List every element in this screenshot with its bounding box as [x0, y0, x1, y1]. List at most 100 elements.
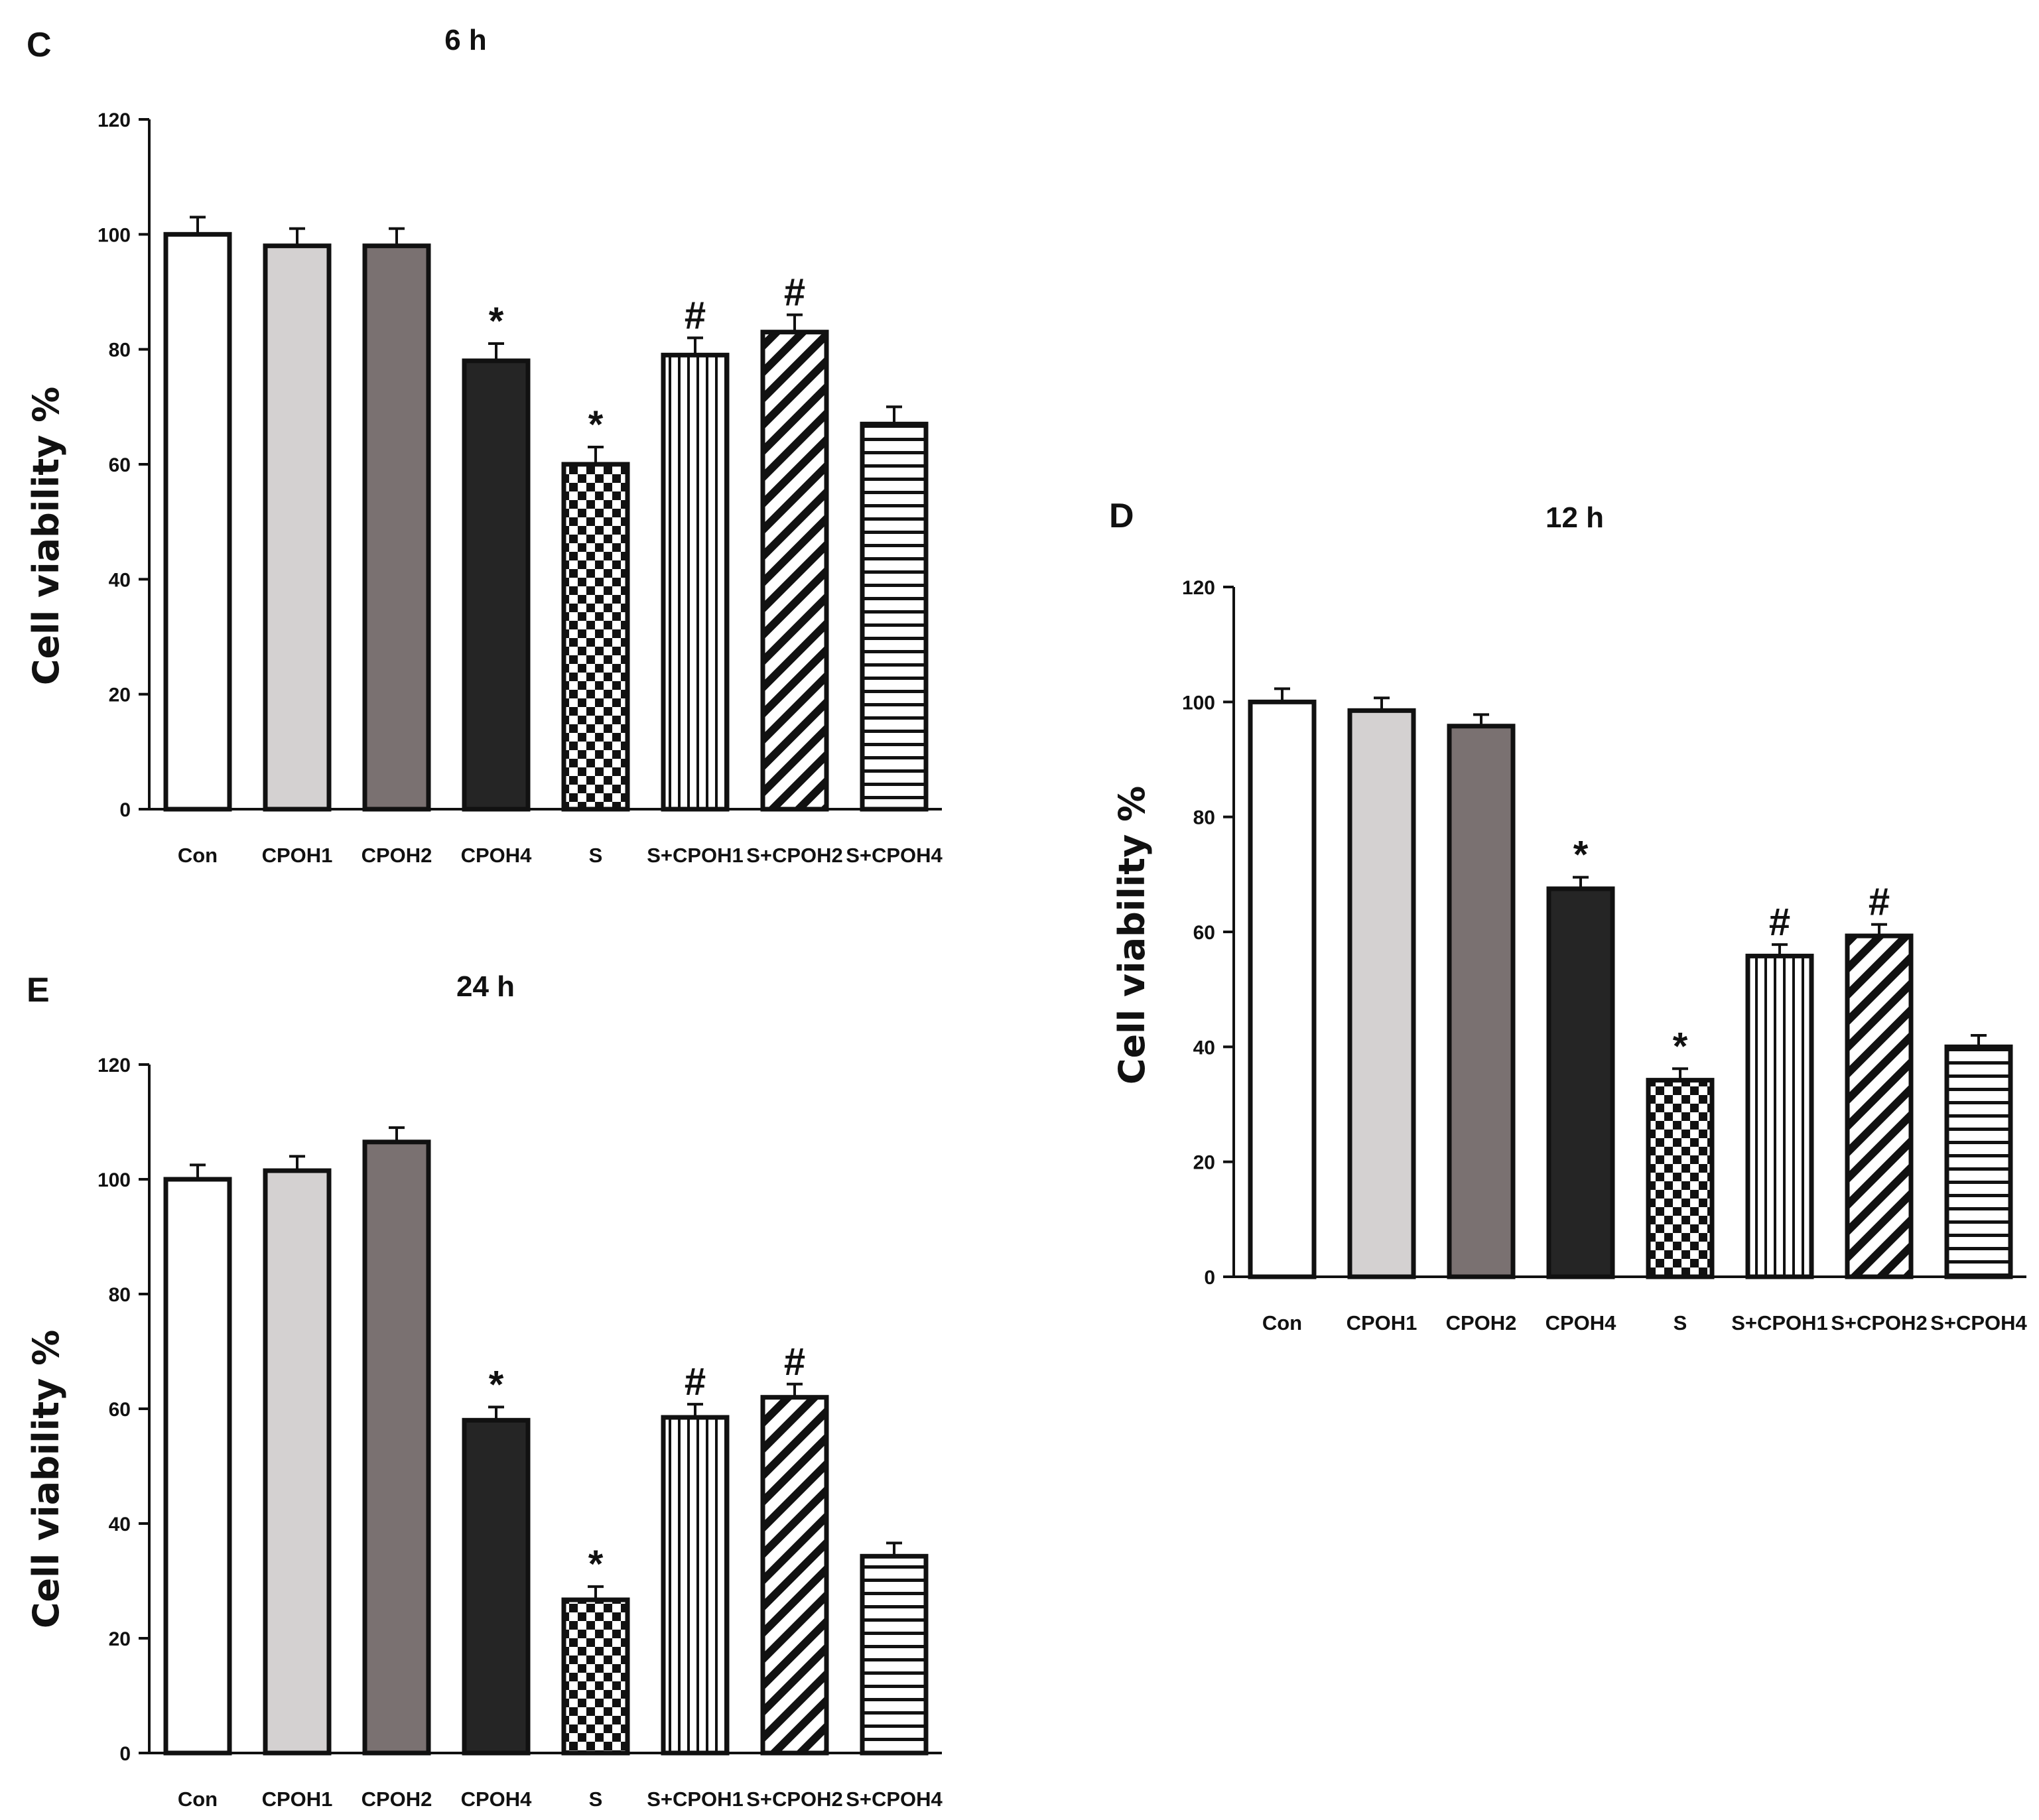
bar-s [561, 462, 630, 812]
significance-marker: * [489, 1363, 504, 1406]
bars: * * # # [163, 216, 929, 812]
significance-marker: # [784, 271, 805, 314]
bar-cpoh2 [362, 243, 431, 812]
x-tick-label: CPOH1 [262, 1788, 333, 1811]
y-tick-label: 80 [109, 1284, 131, 1306]
bar-s-plus-cpoh2 [760, 330, 829, 812]
significance-marker: # [685, 294, 706, 337]
bar-cpoh4 [462, 358, 531, 812]
panel-letter: C [27, 26, 52, 64]
bar-cpoh1 [263, 1168, 332, 1756]
x-tick-label: CPOH2 [362, 844, 432, 867]
chart-panel-e: E 24 h Cell viability % 020406080100120 … [25, 970, 943, 1811]
y-tick-label: 0 [119, 799, 131, 821]
y-tick-label: 20 [109, 684, 131, 706]
y-tick-label: 120 [98, 109, 131, 131]
y-tick-label: 100 [98, 224, 131, 246]
x-tick-label: CPOH4 [1546, 1311, 1617, 1334]
x-tick-label: S+CPOH1 [647, 844, 744, 867]
panel-letter: D [1109, 497, 1134, 535]
bar-con [163, 1177, 232, 1756]
y-tick-label: 40 [109, 569, 131, 591]
significance-marker: * [588, 403, 604, 446]
bar-cpoh4 [462, 1417, 531, 1756]
significance-marker: * [489, 300, 504, 343]
x-tick-label: S+CPOH2 [1831, 1311, 1928, 1334]
x-tick-label: S+CPOH2 [746, 1788, 843, 1811]
y-tick-label: 0 [119, 1743, 131, 1765]
x-tick-label: CPOH4 [461, 1788, 533, 1811]
y-tick-label: 80 [109, 340, 131, 361]
x-tick-label: S+CPOH4 [846, 844, 943, 867]
bar-cpoh2 [1447, 724, 1516, 1279]
x-tick-label: Con [1262, 1311, 1302, 1334]
significance-marker: * [1673, 1025, 1688, 1068]
bar-s-plus-cpoh1 [661, 1415, 730, 1756]
y-axis-label: Cell viability % [25, 387, 67, 685]
x-tick-label: S [589, 1788, 603, 1811]
chart-panel-c: C 6 h Cell viability % 0 20 40 60 80 100 120 *… [25, 24, 943, 867]
significance-marker: # [784, 1340, 805, 1384]
significance-marker: # [1869, 881, 1890, 924]
x-tick-label: S+CPOH1 [1731, 1311, 1828, 1334]
bar-con [163, 231, 232, 812]
bar-cpoh1 [263, 243, 332, 812]
chart-title: 12 h [1546, 501, 1604, 534]
significance-marker: * [1573, 834, 1589, 877]
x-tick-label: CPOH4 [461, 844, 533, 867]
bars: * * # # [163, 1126, 929, 1756]
x-ticks: Con CPOH1 CPOH2 CPOH4 S S+CPOH1 S+CPOH2 S+CPOH4 [178, 844, 943, 867]
x-tick-label: CPOH2 [1446, 1311, 1517, 1334]
x-ticks: Con CPOH1 CPOH2 CPOH4 S S+CPOH1 S+CPOH2 S+CPOH4 [1262, 1311, 2028, 1334]
bar-s-plus-cpoh4 [860, 421, 929, 812]
bar-s-plus-cpoh2 [1845, 933, 1914, 1279]
x-tick-label: S+CPOH2 [746, 844, 843, 867]
y-tick-label: 60 [109, 1399, 131, 1421]
x-tick-label: Con [178, 844, 218, 867]
y-tick-label: 60 [1193, 922, 1215, 944]
y-tick-label: 60 [109, 454, 131, 476]
x-tick-label: CPOH2 [362, 1788, 432, 1811]
x-tick-label: CPOH1 [262, 844, 333, 867]
x-tick-label: S [1674, 1311, 1687, 1334]
bar-s-plus-cpoh4 [860, 1553, 929, 1756]
y-tick-label: 80 [1193, 807, 1215, 829]
bar-s-plus-cpoh1 [1745, 953, 1814, 1279]
y-axis-label: Cell viability % [25, 1330, 67, 1628]
significance-marker: # [685, 1360, 706, 1403]
y-ticks: 0 20 40 60 80 100 120 [98, 109, 149, 821]
panel-letter: E [27, 971, 50, 1009]
y-tick-label: 20 [1193, 1152, 1215, 1174]
y-axis-label: Cell viability % [1111, 786, 1153, 1084]
y-ticks: 0 20 40 60 80 100 120 [98, 1055, 149, 1765]
bar-cpoh1 [1347, 708, 1416, 1279]
y-tick-label: 0 [1204, 1267, 1215, 1289]
bar-s-plus-cpoh1 [661, 352, 730, 812]
y-tick-label: 120 [98, 1055, 131, 1076]
bar-s [1646, 1078, 1715, 1279]
x-tick-label: S [589, 844, 603, 867]
bar-s [561, 1597, 630, 1756]
x-ticks: Con CPOH1 CPOH2 CPOH4 S S+CPOH1 S+CPOH2 S+CPOH4 [178, 1788, 943, 1811]
bar-cpoh2 [362, 1139, 431, 1756]
chart-title: 24 h [456, 970, 515, 1003]
x-tick-label: S+CPOH4 [1930, 1311, 2027, 1334]
x-tick-label: CPOH1 [1347, 1311, 1417, 1334]
bar-cpoh4 [1546, 886, 1615, 1279]
significance-marker: * [588, 1543, 604, 1586]
chart-panel-d: D 12 h Cell viability % 020406080100120 … [1109, 497, 2028, 1334]
significance-marker: # [1769, 901, 1790, 944]
x-tick-label: S+CPOH4 [846, 1788, 943, 1811]
y-tick-label: 100 [1182, 692, 1215, 714]
y-tick-label: 100 [98, 1169, 131, 1191]
x-tick-label: Con [178, 1788, 218, 1811]
y-tick-label: 40 [1193, 1037, 1215, 1059]
x-tick-label: S+CPOH1 [647, 1788, 744, 1811]
bar-s-plus-cpoh2 [760, 1395, 829, 1756]
y-tick-label: 120 [1182, 577, 1215, 599]
y-tick-label: 20 [109, 1628, 131, 1650]
chart-title: 6 h [444, 24, 487, 56]
y-tick-label: 40 [109, 1514, 131, 1535]
bar-con [1248, 699, 1317, 1279]
